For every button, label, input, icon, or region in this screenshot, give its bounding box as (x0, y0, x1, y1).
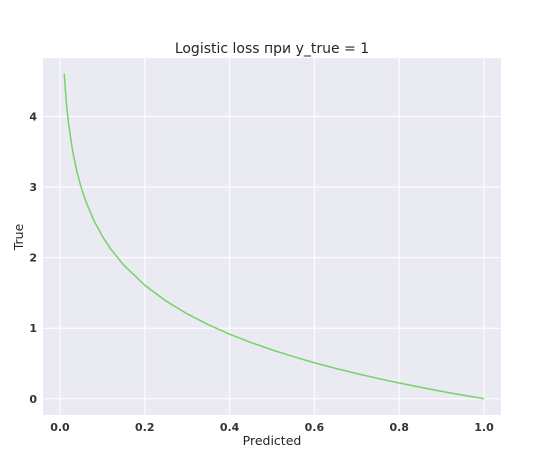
x-axis-label: Predicted (243, 433, 302, 448)
x-tick-label: 1.0 (474, 421, 494, 434)
y-axis-label: True (11, 223, 26, 251)
x-tick-label: 0.2 (135, 421, 155, 434)
series-line (63, 73, 485, 400)
grid (43, 58, 501, 415)
plot-background (43, 58, 501, 415)
chart-title: Logistic loss при y_true = 1 (175, 41, 369, 57)
x-tick-label: 0.8 (389, 421, 409, 434)
y-tick-label: 1 (29, 322, 37, 335)
series-layer (63, 73, 485, 400)
y-tick-label: 4 (29, 111, 37, 124)
y-tick-label: 2 (29, 252, 37, 265)
y-tick-label: 3 (29, 181, 37, 194)
x-tick-label: 0.0 (50, 421, 70, 434)
x-axis-ticks: 0.0 0.2 0.4 0.6 0.8 1.0 (50, 421, 494, 434)
y-axis-ticks: 0 1 2 3 4 (29, 111, 37, 406)
x-tick-label: 0.6 (305, 421, 325, 434)
x-tick-label: 0.4 (220, 421, 240, 434)
y-tick-label: 0 (29, 393, 37, 406)
